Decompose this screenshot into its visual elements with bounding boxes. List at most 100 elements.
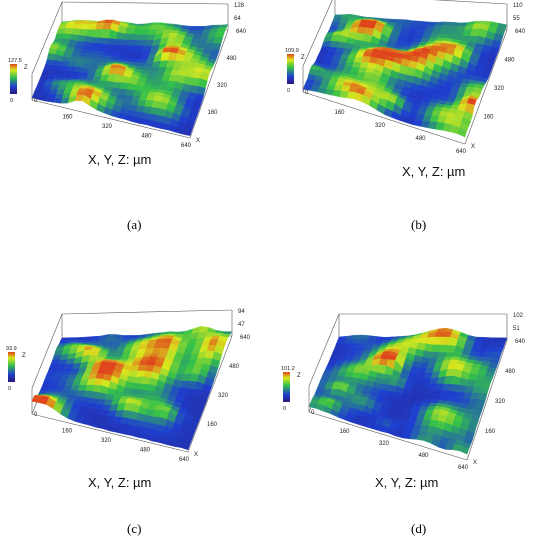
y-tick-label: 640 <box>236 29 247 35</box>
x-tick-label: 640 <box>179 457 190 463</box>
z-mid-label: 64 <box>234 16 241 22</box>
surface-cell <box>497 337 508 344</box>
panel-a: 160 320 480 640 X 0 160 320 480 640 128 64 127.5 0 Z X… <box>0 0 275 240</box>
y-tick-label: 480 <box>505 58 516 64</box>
surface-cell <box>487 51 498 59</box>
origin-label: 0 <box>311 410 315 416</box>
x-tick-label: 640 <box>181 143 192 149</box>
x-tick-label: 320 <box>375 123 386 129</box>
y-tick-label: 320 <box>217 83 228 89</box>
x-tick-label: 160 <box>334 110 345 116</box>
axes-caption-b: X, Y, Z: µm <box>402 164 466 179</box>
y-tick-label: 640 <box>515 339 526 345</box>
y-tick-label: 320 <box>494 86 505 92</box>
y-tick-label: 320 <box>218 393 229 399</box>
surface-cell <box>46 53 56 61</box>
y-tick-label: 160 <box>208 110 219 116</box>
y-tick-label: 160 <box>485 429 496 435</box>
colorbar-max-label: 93.9 <box>6 346 17 352</box>
axis-box-top-left <box>302 0 333 67</box>
surface-plot-d: 160 320 480 640 X 0 160 320 480 640 102 51 101.2 0 Z <box>281 313 526 470</box>
surface-cell <box>213 37 224 44</box>
axis-box-top <box>61 1 229 5</box>
x-tick-label: 320 <box>379 441 390 447</box>
surface-mesh <box>31 19 229 136</box>
x-tick-label: 640 <box>458 465 469 470</box>
surface-mesh <box>31 325 233 451</box>
panel-c: 160 320 480 640 X 0 160 320 480 640 94 47 93.9 0 Z X, … <box>0 300 275 542</box>
subfigure-caption-b: (b) <box>411 217 427 232</box>
surface-cell <box>215 32 225 38</box>
axis-y <box>187 335 233 453</box>
y-tick-label: 640 <box>240 335 251 341</box>
z-max-label: 110 <box>513 3 523 9</box>
z-axis-letter: Z <box>24 65 28 71</box>
y-tick-label: 480 <box>229 364 240 370</box>
axis-box-top-left <box>31 1 63 75</box>
axis-y <box>464 29 508 145</box>
surface-cell <box>182 128 192 136</box>
z-max-label: 94 <box>238 309 245 315</box>
z-axis-letter: Z <box>301 55 305 61</box>
axis-box-top-left <box>31 313 63 389</box>
colorbar <box>8 352 15 382</box>
surface-cell <box>495 342 506 349</box>
axis-box-top-left <box>308 313 340 387</box>
origin-label: 0 <box>305 90 309 96</box>
x-tick-label: 480 <box>415 136 426 142</box>
z-axis-letter: Z <box>297 373 301 379</box>
axis-y <box>189 29 229 139</box>
axis-box-top <box>61 309 233 315</box>
colorbar-zero-label: 0 <box>10 98 13 104</box>
panel-d: 160 320 480 640 X 0 160 320 480 640 102 51 101.2 0 Z X… <box>275 300 550 542</box>
colorbar-zero-label: 0 <box>283 406 286 412</box>
x-tick-label: 320 <box>102 124 113 130</box>
x-axis-letter: X <box>471 144 475 150</box>
surface-cell <box>180 442 191 451</box>
colorbar-zero-label: 0 <box>8 386 11 392</box>
surface-cell <box>53 38 63 43</box>
surface-cell <box>211 43 222 51</box>
z-axis-letter: Z <box>22 353 26 359</box>
axis-x <box>31 99 191 139</box>
x-tick-label: 640 <box>456 149 467 155</box>
origin-label: 0 <box>34 412 38 418</box>
x-tick-label: 160 <box>62 429 73 435</box>
colorbar <box>283 372 290 402</box>
origin-label: 0 <box>34 98 38 104</box>
z-mid-label: 51 <box>513 326 520 332</box>
z-max-label: 128 <box>234 3 245 9</box>
z-mid-label: 47 <box>238 322 245 328</box>
axis-x <box>308 411 468 461</box>
y-tick-label: 480 <box>505 369 516 375</box>
z-max-label: 102 <box>513 313 524 319</box>
colorbar <box>287 54 294 84</box>
surface-plot-b: 160 320 480 640 X 0 160 320 480 640 110 55 109.9 0 Z <box>285 0 526 155</box>
x-axis-letter: X <box>194 452 198 458</box>
colorbar-zero-label: 0 <box>287 88 290 94</box>
surface-mesh <box>308 327 508 455</box>
surface-plot-c: 160 320 480 640 X 0 160 320 480 640 94 47 93.9 0 Z <box>6 309 251 463</box>
subfigure-caption-d: (d) <box>411 521 427 536</box>
z-mid-label: 55 <box>513 16 520 22</box>
y-tick-label: 640 <box>515 29 526 35</box>
surface-plot-a: 160 320 480 640 X 0 160 320 480 640 128 64 127.5 0 Z <box>8 1 247 149</box>
x-tick-label: 160 <box>62 115 73 121</box>
y-tick-label: 480 <box>227 56 238 62</box>
surface-mesh <box>302 13 508 138</box>
x-tick-label: 480 <box>141 134 152 140</box>
x-axis-letter: X <box>196 138 200 144</box>
panel-b: 160 320 480 640 X 0 160 320 480 640 110 55 109.9 0 Z X… <box>275 0 550 240</box>
surface-cell <box>459 445 470 455</box>
colorbar-max-label: 127.5 <box>8 58 22 64</box>
y-tick-label: 160 <box>207 422 218 428</box>
colorbar-max-label: 101.2 <box>281 366 295 372</box>
axes-caption-c: X, Y, Z: µm <box>88 475 152 490</box>
subfigure-caption-c: (c) <box>127 521 142 536</box>
x-tick-label: 480 <box>418 453 429 459</box>
surface-cell <box>457 127 468 138</box>
axes-caption-a: X, Y, Z: µm <box>88 152 152 167</box>
axis-y <box>466 339 508 461</box>
y-tick-label: 320 <box>495 399 506 405</box>
axis-box-top <box>433 0 508 5</box>
